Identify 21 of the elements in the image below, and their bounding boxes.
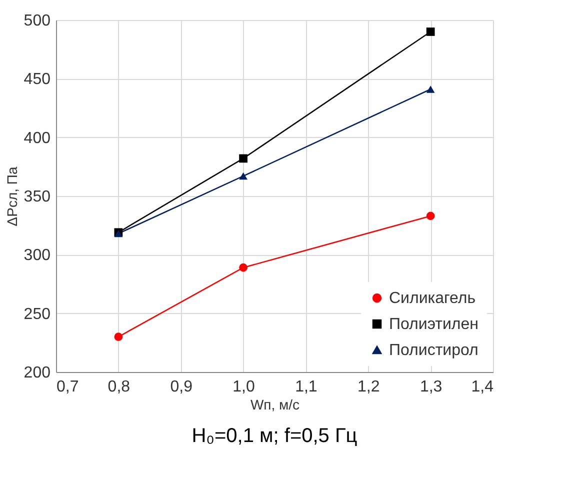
x-tick-label: 0,7 [56, 378, 79, 396]
y-tick-label: 450 [24, 71, 51, 88]
legend-label: Силикагель [389, 290, 476, 307]
x-axis-title: Wп, м/с [250, 396, 300, 412]
x-tick-label: 1,2 [358, 378, 380, 396]
y-axis-title: ΔРсл, Па [4, 166, 20, 226]
x-tick-label: 1,4 [471, 378, 494, 396]
x-tick-label: 1,1 [295, 378, 318, 396]
y-tick-label: 300 [24, 247, 51, 264]
y-tick-label: 200 [24, 364, 51, 382]
y-tick-label: 400 [24, 130, 51, 147]
y-tick-label: 500 [24, 12, 51, 30]
y-tick-label: 250 [24, 306, 51, 323]
x-tick-label: 0,8 [108, 378, 130, 396]
text: H₀=0,1 м; f=0,5 Гц [192, 425, 358, 447]
legend-label: Полиэтилен [389, 316, 478, 333]
x-tick-label: 1,3 [420, 378, 442, 396]
x-tick-label: 0,9 [170, 378, 193, 396]
x-tick-label: 1,0 [232, 378, 256, 396]
legend-label: Полистирол [389, 342, 478, 359]
y-tick-label: 350 [24, 188, 51, 206]
